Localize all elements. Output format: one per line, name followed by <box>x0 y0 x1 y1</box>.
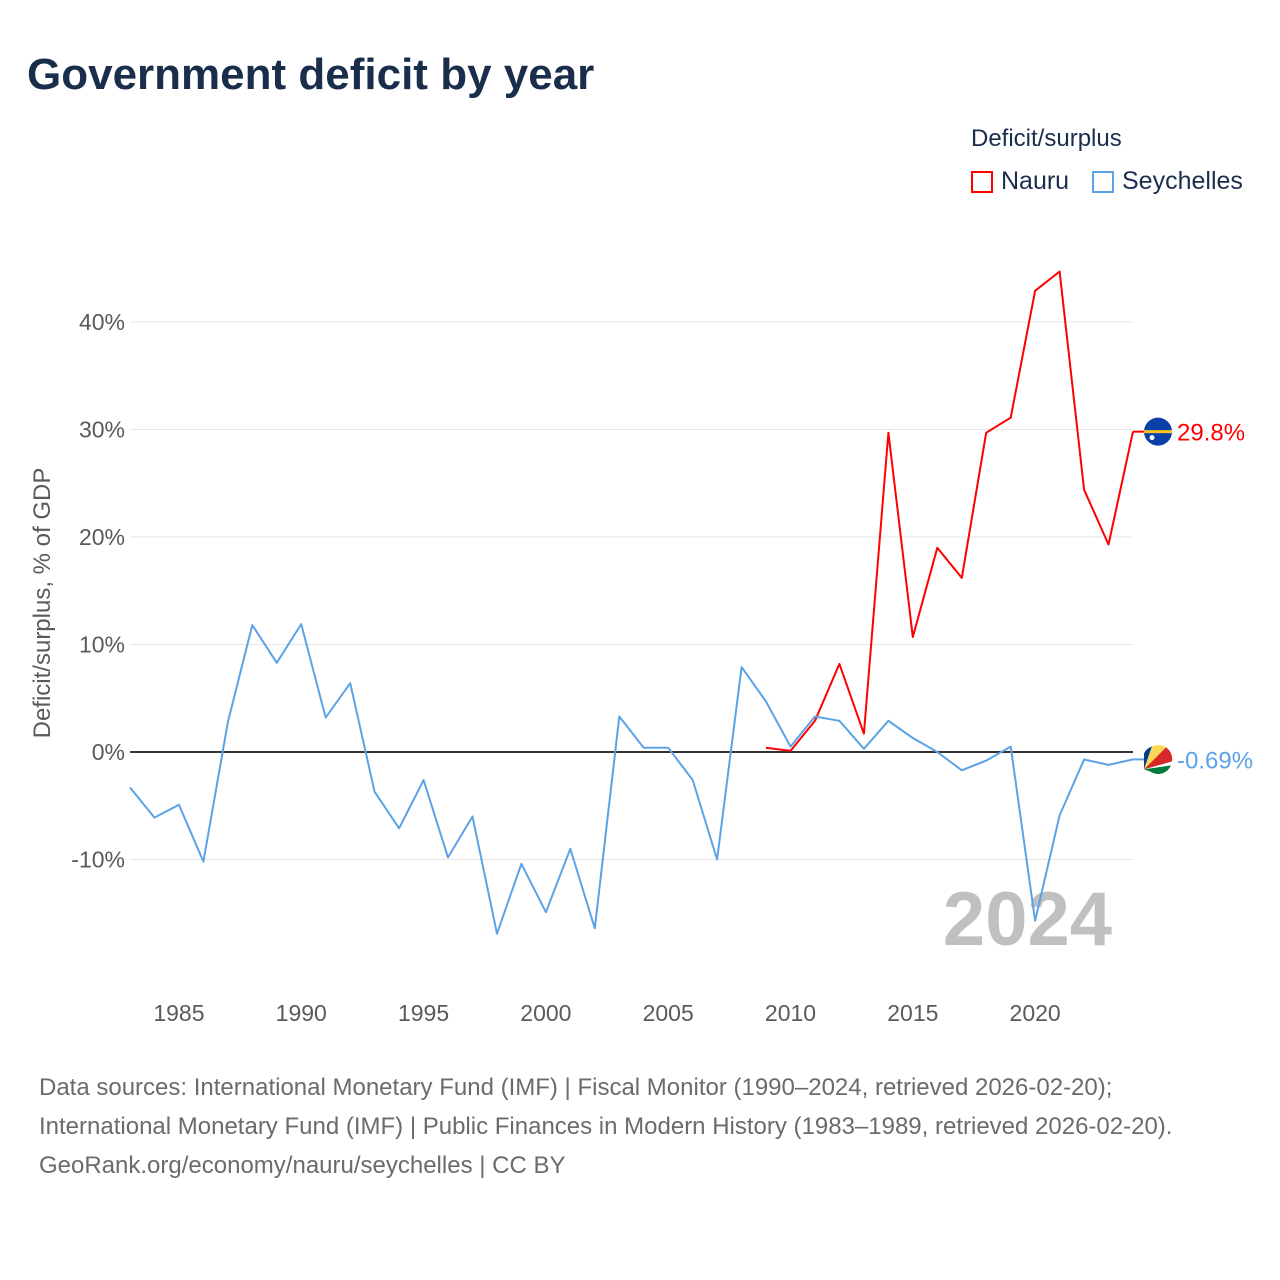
x-tick-label: 2020 <box>1010 1000 1061 1026</box>
x-tick-label: 1995 <box>398 1000 449 1026</box>
legend-label: Nauru <box>1001 167 1070 195</box>
y-tick-label: 10% <box>79 632 125 658</box>
nauru-flag-stripe <box>1144 430 1172 434</box>
flag-green <box>1144 765 1171 774</box>
legend-swatch-seychelles <box>1092 170 1114 193</box>
data-sources-text: Data sources: International Monetary Fun… <box>39 1074 1173 1140</box>
y-tick-label: -10% <box>71 847 125 873</box>
legend-label: Seychelles <box>1122 167 1243 195</box>
end-value-label: -0.69% <box>1177 747 1253 774</box>
end-value-label: 29.8% <box>1177 420 1245 447</box>
y-axis-label: Deficit/surplus, % of GDP <box>29 468 56 739</box>
legend-item-nauru[interactable]: Nauru <box>971 167 1069 196</box>
source-link[interactable]: GeoRank.org/economy/nauru/seychelles | C… <box>39 1152 566 1179</box>
x-tick-label: 2005 <box>643 1000 694 1026</box>
flag-yellow <box>1144 745 1166 770</box>
x-tick-label: 1990 <box>276 1000 327 1026</box>
chart-title: Government deficit by year <box>27 50 595 99</box>
y-tick-label: 40% <box>79 309 125 335</box>
series-line-nauru <box>765 270 1134 752</box>
plot-area: Deficit/surplus, % of GDP 2024 -10% 0% 10%… <box>29 270 1253 1026</box>
flag-red <box>1144 747 1173 770</box>
series-line-seychelles <box>129 623 1134 935</box>
y-tick-label: 0% <box>92 739 125 765</box>
y-tick-label: 20% <box>79 524 125 550</box>
legend-swatch-nauru <box>971 170 993 193</box>
nauru-flag-star <box>1149 435 1155 441</box>
year-watermark: 2024 <box>943 877 1112 962</box>
x-tick-label: 1985 <box>153 1000 204 1026</box>
x-tick-label: 2000 <box>520 1000 571 1026</box>
sources: Data sources: International Monetary Fun… <box>39 1068 1239 1185</box>
y-tick-label: 30% <box>79 417 125 443</box>
legend-title: Deficit/surplus <box>971 125 1122 152</box>
x-tick-label: 2015 <box>887 1000 938 1026</box>
legend-item-seychelles[interactable]: Seychelles <box>1092 167 1243 196</box>
x-tick-label: 2010 <box>765 1000 816 1026</box>
